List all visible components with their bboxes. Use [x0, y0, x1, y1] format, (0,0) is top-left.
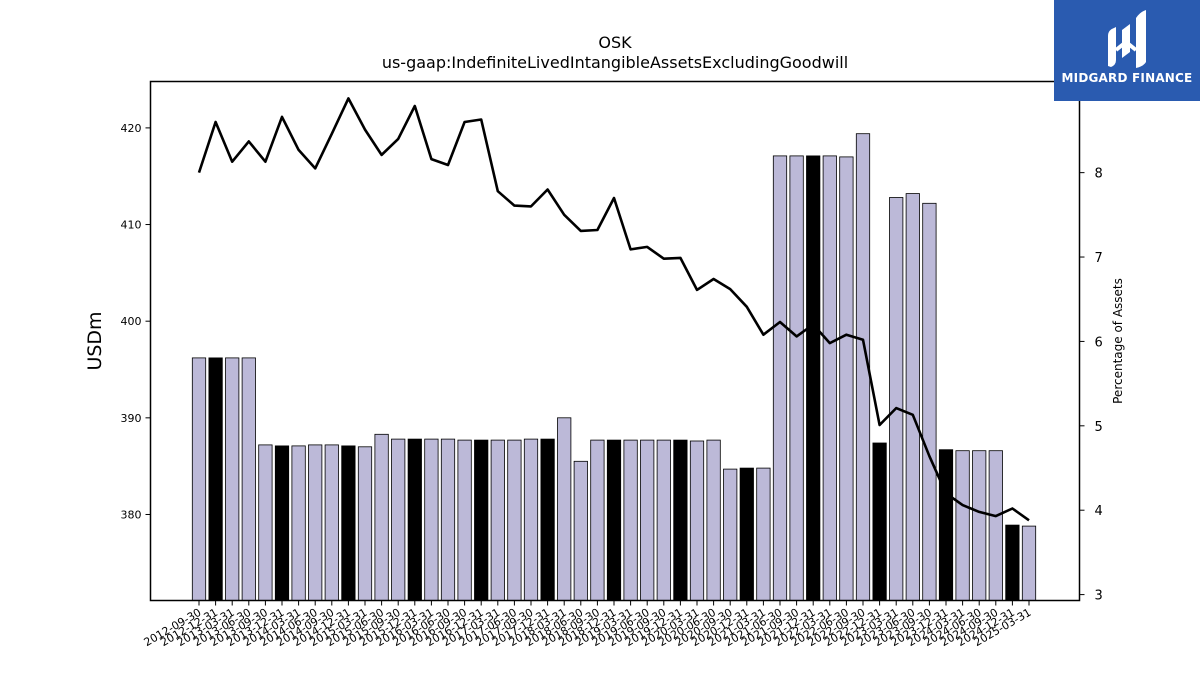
chart-subtitle: us-gaap:IndefiniteLivedIntangibleAssetsE…	[382, 53, 848, 72]
bar-2017-12-31	[540, 438, 555, 601]
bar-2020-06-30	[706, 439, 721, 601]
bar-2017-03-31	[490, 439, 505, 601]
bars-group	[191, 133, 1037, 601]
bar-2014-12-31	[341, 445, 356, 601]
bar-2023-09-30	[922, 202, 937, 601]
bar-2018-06-30	[573, 460, 588, 601]
bar-2016-03-31	[424, 438, 439, 601]
y-left-tick-label: 410	[121, 219, 142, 232]
bar-2018-12-31	[606, 439, 622, 601]
bar-2025-03-31	[1021, 525, 1037, 601]
bar-2013-09-30	[258, 444, 273, 601]
bar-2014-03-31	[291, 445, 306, 601]
bar-2022-06-30	[839, 156, 854, 601]
y-left-tick-label: 400	[121, 315, 142, 328]
midgard-m-logo-icon	[1108, 10, 1146, 68]
y-right-tick-label: 6	[1095, 335, 1103, 350]
bar-2019-12-31	[673, 439, 688, 601]
bar-2023-06-30	[905, 193, 920, 601]
bar-2020-09-30	[723, 468, 738, 601]
y-axis-label-left: USDm	[84, 311, 106, 370]
bar-2016-12-31	[474, 439, 489, 601]
y-right-tick-label: 7	[1095, 251, 1103, 266]
y-left-tick-label: 390	[121, 412, 142, 425]
percentage-line	[197, 97, 1030, 522]
brand-logo: MIDGARD FINANCE	[1054, 0, 1200, 101]
bar-2017-09-30	[523, 438, 539, 601]
bar-2015-06-30	[374, 433, 389, 601]
line-group	[197, 97, 1030, 522]
brand-name: MIDGARD FINANCE	[1061, 71, 1193, 85]
y-right-tick-label: 4	[1095, 504, 1103, 519]
bar-2015-03-31	[357, 446, 373, 601]
bar-2024-12-31	[1005, 524, 1020, 601]
bar-2021-09-30	[789, 155, 804, 601]
bar-2012-09-30	[191, 357, 207, 601]
bar-2020-03-31	[689, 440, 705, 601]
bar-2013-03-31	[225, 357, 240, 601]
bar-2023-03-31	[889, 197, 904, 601]
y-left-tick-label: 380	[121, 508, 142, 521]
chart-title: OSK	[598, 33, 632, 52]
bar-2017-06-30	[507, 439, 522, 601]
y-axis-right: 3 4 5 6 7 8	[1079, 167, 1103, 604]
x-axis: 2012-09-302012-12-312013-03-312013-06-30…	[142, 600, 1034, 649]
bar-2023-12-31	[938, 449, 954, 601]
bar-2016-06-30	[440, 438, 456, 601]
y-right-tick-label: 3	[1095, 589, 1103, 604]
bar-2019-06-30	[640, 439, 655, 601]
bar-2024-09-30	[988, 450, 1003, 601]
bar-2013-12-31	[274, 445, 290, 601]
bar-2018-03-31	[557, 417, 572, 601]
bar-2022-12-31	[872, 442, 887, 601]
bar-2024-03-31	[955, 450, 970, 601]
y-axis-left: 380 390 400 410 420	[121, 122, 151, 521]
bar-2014-09-30	[324, 444, 339, 601]
bar-2014-06-30	[308, 444, 323, 601]
bar-2021-03-31	[756, 467, 771, 601]
y-axis-label-right: Percentage of Assets	[1111, 278, 1125, 404]
y-right-tick-label: 8	[1095, 167, 1103, 182]
bar-2015-12-31	[407, 438, 422, 601]
bar-2021-06-30	[772, 155, 788, 601]
y-right-tick-label: 5	[1095, 420, 1103, 435]
bar-2013-06-30	[241, 357, 256, 601]
bar-2016-09-30	[457, 439, 472, 601]
bar-2015-09-30	[391, 438, 406, 601]
bar-2022-03-31	[822, 155, 837, 601]
bar-2024-06-30	[972, 450, 987, 601]
bar-2019-09-30	[656, 439, 671, 601]
bar-2020-12-31	[739, 467, 754, 601]
bar-2018-09-30	[590, 439, 605, 601]
bar-2019-03-31	[623, 439, 638, 601]
y-left-tick-label: 420	[121, 122, 142, 135]
bar-2012-12-31	[208, 357, 223, 601]
bar-2021-12-31	[806, 155, 821, 601]
